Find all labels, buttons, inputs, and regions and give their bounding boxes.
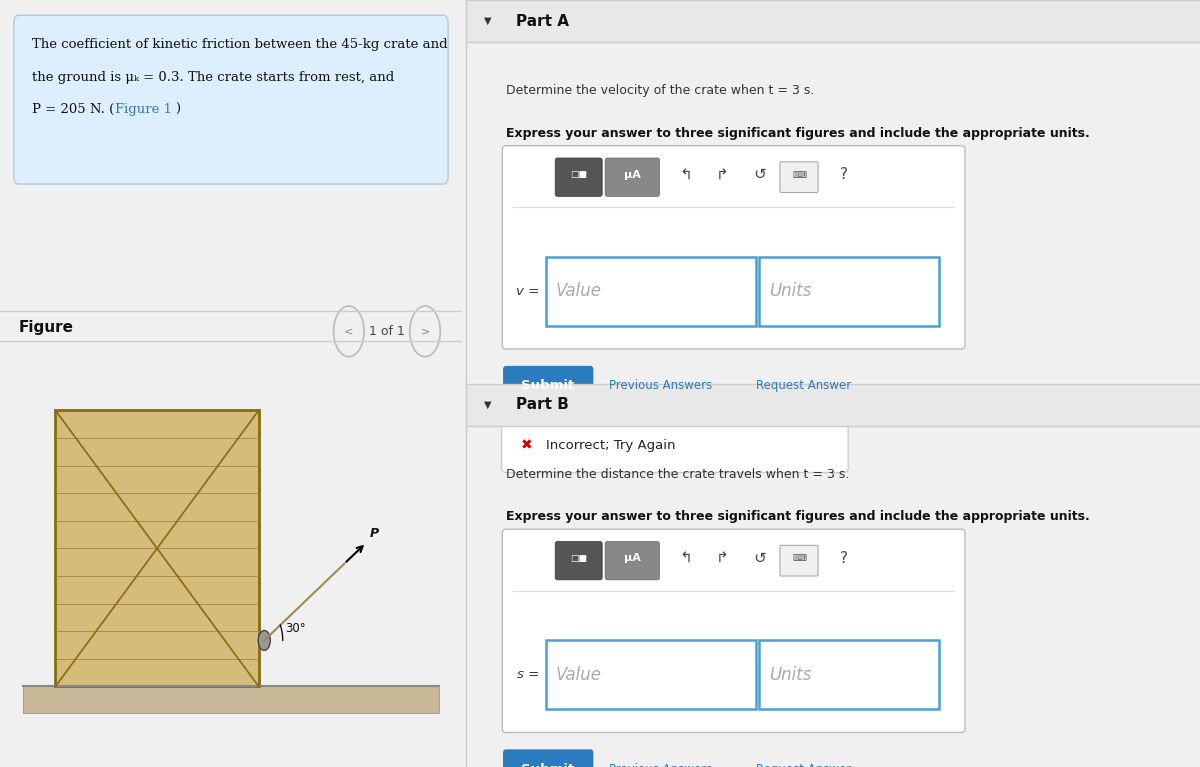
Text: Figure 1: Figure 1 <box>114 103 172 116</box>
Text: Determine the velocity of the crate when t = 3 s.: Determine the velocity of the crate when… <box>506 84 815 97</box>
FancyBboxPatch shape <box>466 0 1200 42</box>
Text: the ground is μₖ = 0.3. The crate starts from rest, and: the ground is μₖ = 0.3. The crate starts… <box>32 71 395 84</box>
Text: 1 of 1: 1 of 1 <box>370 325 406 337</box>
Text: P: P <box>370 527 379 540</box>
FancyBboxPatch shape <box>605 158 660 196</box>
Text: Value: Value <box>556 666 602 684</box>
Text: ↰: ↰ <box>679 551 692 566</box>
Text: Request Answer: Request Answer <box>756 763 851 767</box>
Text: μA: μA <box>624 553 641 564</box>
Text: Express your answer to three significant figures and include the appropriate uni: Express your answer to three significant… <box>506 127 1090 140</box>
FancyBboxPatch shape <box>546 640 756 709</box>
FancyBboxPatch shape <box>780 545 818 576</box>
Text: ▼: ▼ <box>484 400 491 410</box>
Text: Express your answer to three significant figures and include the appropriate uni: Express your answer to three significant… <box>506 510 1090 523</box>
FancyBboxPatch shape <box>466 384 1200 426</box>
Text: ↺: ↺ <box>752 551 766 566</box>
FancyBboxPatch shape <box>55 410 259 686</box>
Text: ↰: ↰ <box>679 167 692 183</box>
FancyBboxPatch shape <box>556 158 602 196</box>
FancyBboxPatch shape <box>502 419 848 472</box>
FancyBboxPatch shape <box>503 749 593 767</box>
Text: Request Answer: Request Answer <box>756 380 851 392</box>
Text: ⌨: ⌨ <box>792 170 806 180</box>
Text: s =: s = <box>517 669 539 681</box>
Text: v =: v = <box>516 285 539 298</box>
Text: □■: □■ <box>570 170 587 179</box>
Text: P = 205 N. (: P = 205 N. ( <box>32 103 114 116</box>
Text: Figure: Figure <box>18 320 73 335</box>
Text: ⌨: ⌨ <box>792 553 806 564</box>
FancyBboxPatch shape <box>780 162 818 193</box>
Text: 30°: 30° <box>286 622 306 635</box>
Text: Submit: Submit <box>521 380 575 392</box>
Text: ▼: ▼ <box>484 16 491 26</box>
Text: Units: Units <box>769 666 811 684</box>
FancyBboxPatch shape <box>503 366 593 406</box>
Text: ✖: ✖ <box>521 439 533 453</box>
Text: Previous Answers: Previous Answers <box>608 380 712 392</box>
FancyBboxPatch shape <box>605 542 660 580</box>
Text: ↱: ↱ <box>716 167 730 183</box>
Text: Part A: Part A <box>516 14 569 28</box>
FancyBboxPatch shape <box>503 146 965 349</box>
FancyBboxPatch shape <box>503 529 965 732</box>
Text: □■: □■ <box>570 554 587 563</box>
FancyBboxPatch shape <box>546 257 756 326</box>
FancyBboxPatch shape <box>14 15 448 184</box>
Text: μA: μA <box>624 170 641 180</box>
Text: Incorrect; Try Again: Incorrect; Try Again <box>546 439 676 452</box>
Text: Part B: Part B <box>516 397 569 412</box>
Text: ↺: ↺ <box>752 167 766 183</box>
Circle shape <box>258 630 270 650</box>
FancyBboxPatch shape <box>760 257 940 326</box>
Text: ): ) <box>175 103 180 116</box>
Text: ?: ? <box>840 551 848 566</box>
Text: Submit: Submit <box>521 763 575 767</box>
Text: The coefficient of kinetic friction between the 45-kg crate and: The coefficient of kinetic friction betw… <box>32 38 448 51</box>
Text: >: > <box>420 326 430 337</box>
Text: ?: ? <box>840 167 848 183</box>
Text: Determine the distance the crate travels when t = 3 s.: Determine the distance the crate travels… <box>506 468 850 481</box>
Text: Previous Answers: Previous Answers <box>608 763 712 767</box>
Text: ↱: ↱ <box>716 551 730 566</box>
Text: Value: Value <box>556 282 602 301</box>
Text: <: < <box>344 326 354 337</box>
FancyBboxPatch shape <box>23 686 439 713</box>
Text: Units: Units <box>769 282 811 301</box>
FancyBboxPatch shape <box>760 640 940 709</box>
FancyBboxPatch shape <box>556 542 602 580</box>
